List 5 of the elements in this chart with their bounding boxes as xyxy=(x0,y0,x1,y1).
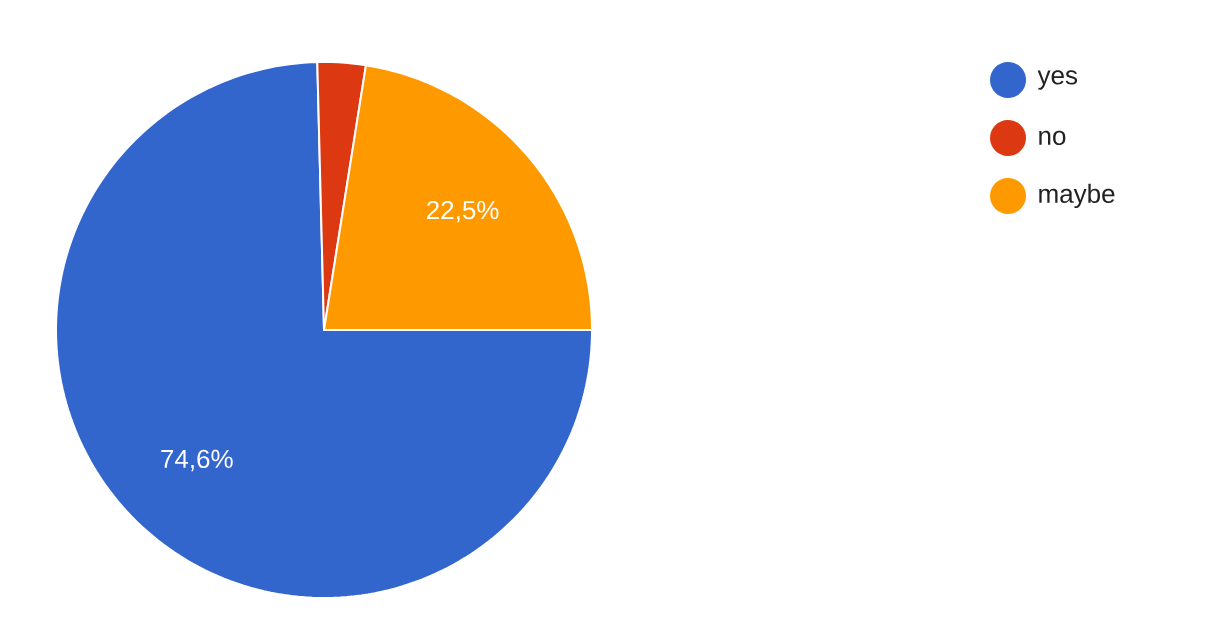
legend-label: maybe xyxy=(1039,183,1115,209)
data-label: 74,6% xyxy=(161,449,233,472)
legend-label: no xyxy=(1039,130,1066,146)
legend-label: yes xyxy=(1037,70,1078,90)
data-label: 22,5% xyxy=(427,200,499,223)
